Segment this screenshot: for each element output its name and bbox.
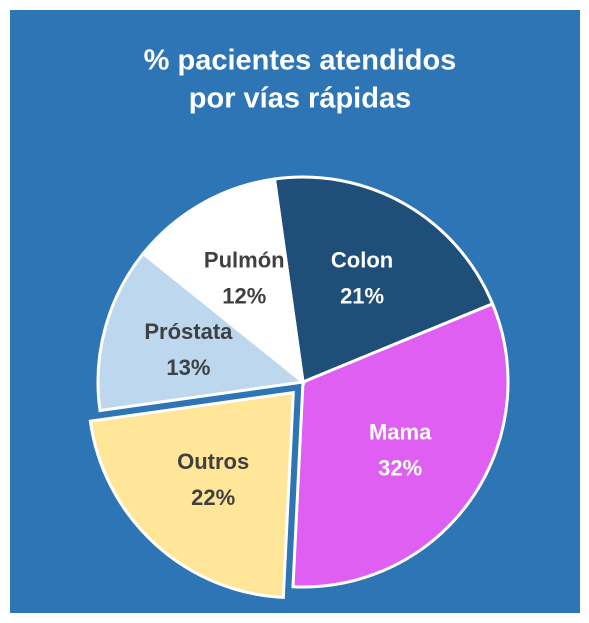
pie-slice	[291, 301, 510, 589]
slice-label: Outros	[177, 449, 249, 474]
pie-slice	[96, 251, 307, 413]
chart-title: % pacientes atendidos	[144, 45, 457, 77]
slice-label: Colon	[331, 248, 393, 273]
slice-label: Mama	[369, 419, 432, 444]
value-label: 22%	[191, 485, 235, 510]
slice-label: Próstata	[144, 319, 233, 344]
pie-slice	[272, 175, 495, 385]
value-label: 13%	[166, 355, 210, 380]
slice-label: Pulmón	[204, 247, 285, 272]
value-label: 21%	[340, 284, 384, 309]
chart-title: por vías rápidas	[189, 83, 411, 115]
value-label: 32%	[378, 455, 422, 480]
pie-slice	[88, 390, 295, 599]
pie-slice	[141, 177, 306, 386]
value-label: 12%	[222, 283, 266, 308]
